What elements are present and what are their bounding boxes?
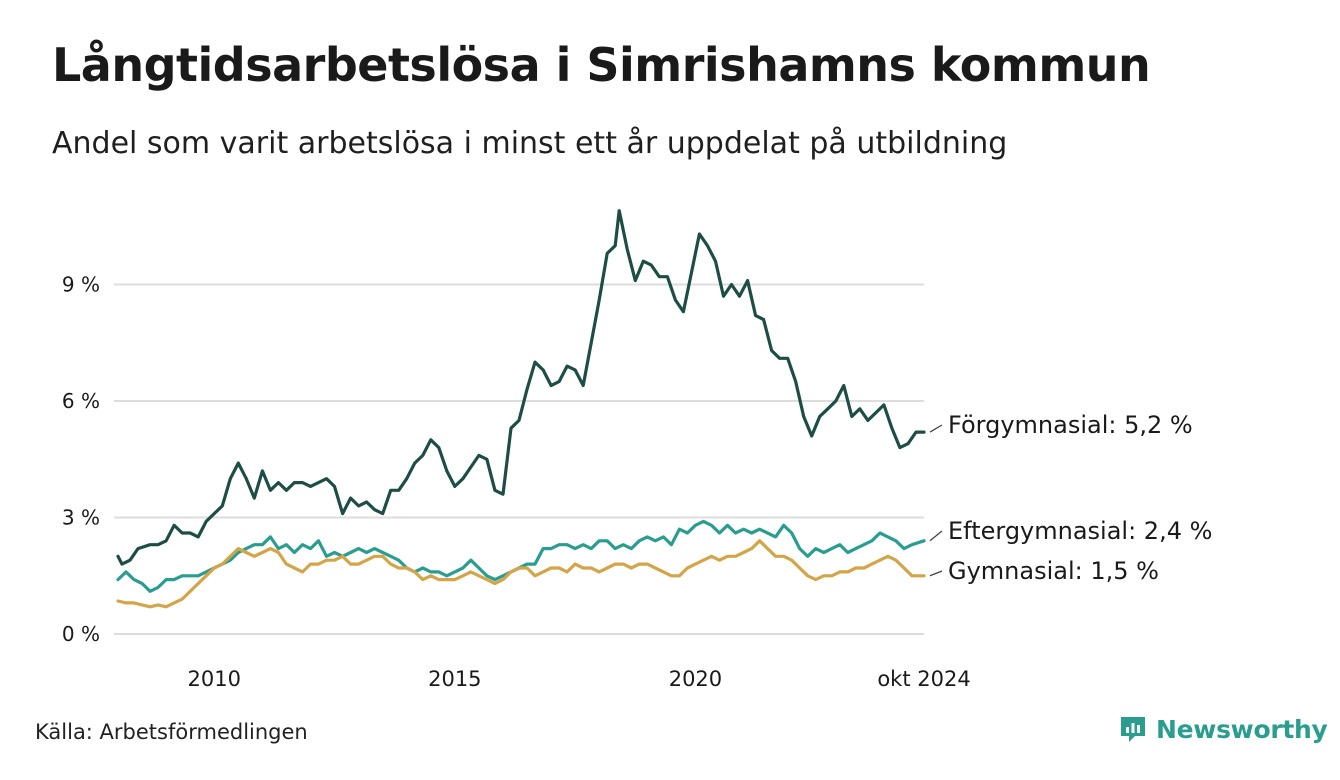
y-tick-label: 3 %	[62, 506, 100, 530]
series-line-forgymnasial	[116, 209, 926, 566]
series-label-eftergymnasial: Eftergymnasial: 2,4 %	[948, 517, 1212, 545]
label-leader	[929, 530, 943, 542]
label-leader	[929, 424, 943, 433]
source-note: Källa: Arbetsförmedlingen	[35, 720, 308, 744]
y-tick-label: 6 %	[62, 389, 100, 413]
label-leader	[929, 570, 943, 577]
y-tick-label: 9 %	[62, 273, 100, 297]
y-tick-label: 0 %	[62, 622, 100, 646]
x-tick-label: 2010	[188, 667, 241, 691]
chart-subtitle: Andel som varit arbetslösa i minst ett å…	[52, 126, 1008, 161]
newsworthy-logo-icon	[1121, 717, 1145, 742]
x-tick-label: 2015	[428, 667, 481, 691]
x-tick-label: 2020	[669, 667, 722, 691]
series-label-forgymnasial: Förgymnasial: 5,2 %	[948, 411, 1193, 439]
chart-title: Långtidsarbetslösa i Simrishamns kommun	[52, 38, 1151, 92]
brand-name: Newsworthy	[1156, 714, 1328, 744]
series-label-gymnasial: Gymnasial: 1,5 %	[948, 557, 1159, 585]
series-line-eftergymnasial	[116, 519, 926, 593]
x-tick-label: okt 2024	[877, 667, 970, 691]
series-line-gymnasial	[116, 539, 926, 609]
brand-logo[interactable]: Newsworthy	[1118, 714, 1328, 744]
